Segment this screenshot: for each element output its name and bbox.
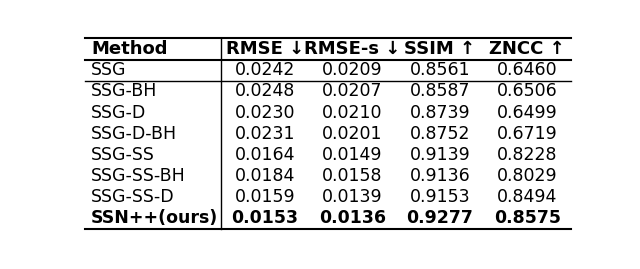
Text: 0.8587: 0.8587 bbox=[410, 82, 470, 100]
Text: SSG-SS-BH: SSG-SS-BH bbox=[91, 167, 186, 185]
Text: 0.0231: 0.0231 bbox=[234, 125, 295, 143]
Text: 0.0159: 0.0159 bbox=[234, 188, 295, 206]
Text: RMSE ↓: RMSE ↓ bbox=[226, 40, 304, 58]
Text: 0.6499: 0.6499 bbox=[497, 104, 557, 122]
Text: 0.6506: 0.6506 bbox=[497, 82, 557, 100]
Text: 0.0210: 0.0210 bbox=[322, 104, 383, 122]
Text: 0.0230: 0.0230 bbox=[234, 104, 295, 122]
Text: 0.8739: 0.8739 bbox=[410, 104, 470, 122]
Text: SSIM ↑: SSIM ↑ bbox=[404, 40, 476, 58]
Text: SSG: SSG bbox=[91, 61, 127, 79]
Text: 0.0139: 0.0139 bbox=[322, 188, 383, 206]
Text: Method: Method bbox=[91, 40, 168, 58]
Text: 0.0149: 0.0149 bbox=[322, 146, 383, 164]
Text: 0.0242: 0.0242 bbox=[235, 61, 295, 79]
Text: 0.9277: 0.9277 bbox=[406, 209, 473, 227]
Text: 0.9153: 0.9153 bbox=[410, 188, 470, 206]
Text: 0.8575: 0.8575 bbox=[494, 209, 561, 227]
Text: 0.9139: 0.9139 bbox=[410, 146, 470, 164]
Text: 0.8561: 0.8561 bbox=[410, 61, 470, 79]
Text: SSG-D-BH: SSG-D-BH bbox=[91, 125, 177, 143]
Text: SSG-BH: SSG-BH bbox=[91, 82, 157, 100]
Text: RMSE-s ↓: RMSE-s ↓ bbox=[304, 40, 401, 58]
Text: 0.8228: 0.8228 bbox=[497, 146, 557, 164]
Text: 0.0248: 0.0248 bbox=[235, 82, 295, 100]
Text: 0.8494: 0.8494 bbox=[497, 188, 557, 206]
Text: 0.6460: 0.6460 bbox=[497, 61, 557, 79]
Text: 0.0201: 0.0201 bbox=[322, 125, 383, 143]
Text: SSG-SS-D: SSG-SS-D bbox=[91, 188, 175, 206]
Text: 0.0164: 0.0164 bbox=[234, 146, 295, 164]
Text: SSN++(ours): SSN++(ours) bbox=[91, 209, 218, 227]
Text: 0.9136: 0.9136 bbox=[410, 167, 470, 185]
Text: SSG-SS: SSG-SS bbox=[91, 146, 155, 164]
Text: ZNCC ↑: ZNCC ↑ bbox=[490, 40, 565, 58]
Text: 0.0209: 0.0209 bbox=[322, 61, 383, 79]
Text: 0.0136: 0.0136 bbox=[319, 209, 386, 227]
Text: 0.0207: 0.0207 bbox=[322, 82, 383, 100]
Text: 0.6719: 0.6719 bbox=[497, 125, 557, 143]
Text: 0.0184: 0.0184 bbox=[235, 167, 295, 185]
Text: 0.8029: 0.8029 bbox=[497, 167, 557, 185]
Text: 0.0158: 0.0158 bbox=[322, 167, 383, 185]
Text: 0.0153: 0.0153 bbox=[231, 209, 298, 227]
Text: SSG-D: SSG-D bbox=[91, 104, 146, 122]
Text: 0.8752: 0.8752 bbox=[410, 125, 470, 143]
